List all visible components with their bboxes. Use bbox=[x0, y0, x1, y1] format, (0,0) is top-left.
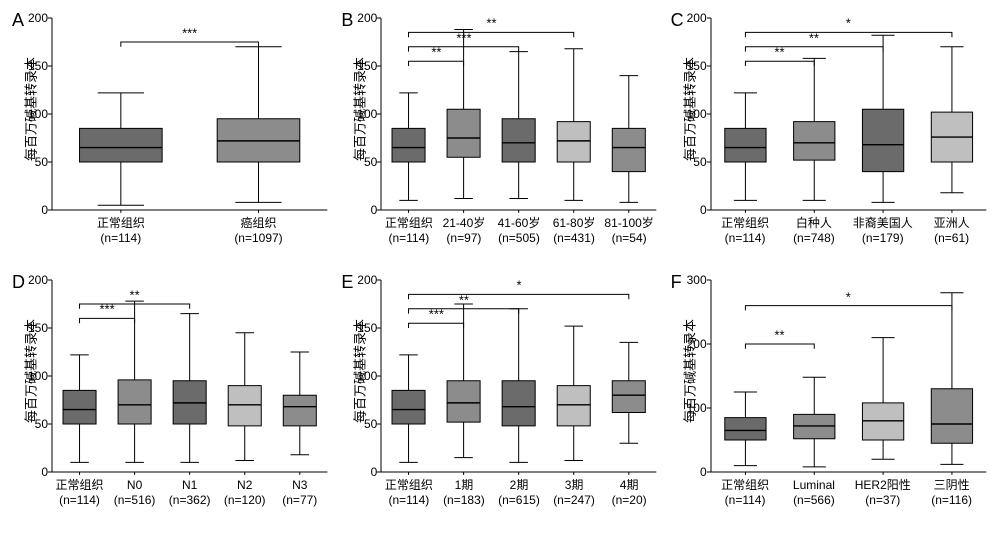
panel-C: C每百万碱基转录本050100150200*****正常组织(n=114)白种人… bbox=[667, 8, 992, 266]
panel-B: B每百万碱基转录本050100150200*******正常组织(n=114)2… bbox=[337, 8, 662, 266]
y-axis-title: 每百万碱基转录本 bbox=[351, 270, 367, 472]
x-tick-label: 癌组织(n=1097) bbox=[190, 214, 328, 266]
x-tick-label: 3期(n=247) bbox=[547, 476, 602, 528]
x-tick-label: 正常组织(n=114) bbox=[711, 476, 780, 528]
x-tick-label: 1期(n=183) bbox=[436, 476, 491, 528]
x-tick-label: Luminal(n=566) bbox=[780, 476, 849, 528]
plot-area: 050100150200***** bbox=[711, 18, 986, 210]
y-axis-title: 每百万碱基转录本 bbox=[22, 8, 38, 210]
boxplot-box bbox=[392, 128, 425, 162]
x-tick-label: N2(n=120) bbox=[217, 476, 272, 528]
x-tick-label: N3(n=77) bbox=[272, 476, 327, 528]
x-tick-label: 白种人(n=748) bbox=[780, 214, 849, 266]
x-tick-label: N0(n=516) bbox=[107, 476, 162, 528]
x-tick-label: 61-80岁(n=431) bbox=[547, 214, 602, 266]
boxplot-box bbox=[724, 128, 765, 162]
x-tick-label: 正常组织(n=114) bbox=[381, 476, 436, 528]
boxplot-box bbox=[118, 380, 151, 424]
boxplot-box bbox=[793, 122, 834, 160]
x-tick-label: 亚洲人(n=61) bbox=[917, 214, 986, 266]
boxplot-box bbox=[613, 381, 646, 413]
x-tick-label: 41-60岁(n=505) bbox=[491, 214, 546, 266]
x-tick-label: 正常组织(n=114) bbox=[52, 214, 190, 266]
boxplot-box bbox=[931, 389, 972, 443]
x-tick-label: 正常组织(n=114) bbox=[52, 476, 107, 528]
y-tick-label: 0 bbox=[371, 465, 378, 479]
x-tick-label: HER2阳性(n=37) bbox=[848, 476, 917, 528]
chart-grid: A每百万碱基转录本050100150200***正常组织(n=114)癌组织(n… bbox=[0, 0, 1000, 536]
y-tick-label: 0 bbox=[700, 203, 707, 217]
boxplot-box bbox=[558, 122, 591, 162]
panel-F: F每百万碱基转录本0100200300***正常组织(n=114)Luminal… bbox=[667, 270, 992, 528]
y-tick-label: 0 bbox=[41, 203, 48, 217]
x-tick-label: 非裔美国人(n=179) bbox=[848, 214, 917, 266]
x-tick-label: 81-100岁(n=54) bbox=[602, 214, 657, 266]
x-tick-label: 正常组织(n=114) bbox=[381, 214, 436, 266]
boxplot-box bbox=[80, 128, 163, 162]
plot-area: 0100200300*** bbox=[711, 280, 986, 472]
boxplot-box bbox=[558, 386, 591, 426]
y-tick-label: 0 bbox=[41, 465, 48, 479]
x-axis-labels: 正常组织(n=114)癌组织(n=1097) bbox=[52, 214, 327, 266]
boxplot-box bbox=[613, 128, 646, 171]
x-tick-label: 2期(n=615) bbox=[491, 476, 546, 528]
x-tick-label: N1(n=362) bbox=[162, 476, 217, 528]
y-axis-title: 每百万碱基转录本 bbox=[681, 8, 697, 210]
plot-area: 050100150200*** bbox=[52, 18, 327, 210]
plot-area: 050100150200****** bbox=[381, 280, 656, 472]
y-axis-title: 每百万碱基转录本 bbox=[681, 270, 697, 472]
x-tick-label: 21-40岁(n=97) bbox=[436, 214, 491, 266]
boxplot-box bbox=[447, 109, 480, 157]
boxplot-box bbox=[392, 390, 425, 424]
y-axis-title: 每百万碱基转录本 bbox=[351, 8, 367, 210]
plot-area: 050100150200******* bbox=[381, 18, 656, 210]
boxplot-box bbox=[63, 390, 96, 424]
x-axis-labels: 正常组织(n=114)白种人(n=748)非裔美国人(n=179)亚洲人(n=6… bbox=[711, 214, 986, 266]
boxplot-box bbox=[447, 381, 480, 422]
x-axis-labels: 正常组织(n=114)Luminal(n=566)HER2阳性(n=37)三阴性… bbox=[711, 476, 986, 528]
x-axis-labels: 正常组织(n=114)1期(n=183)2期(n=615)3期(n=247)4期… bbox=[381, 476, 656, 528]
boxplot-box bbox=[502, 381, 535, 426]
panel-A: A每百万碱基转录本050100150200***正常组织(n=114)癌组织(n… bbox=[8, 8, 333, 266]
panel-D: D每百万碱基转录本050100150200*****正常组织(n=114)N0(… bbox=[8, 270, 333, 528]
x-axis-labels: 正常组织(n=114)N0(n=516)N1(n=362)N2(n=120)N3… bbox=[52, 476, 327, 528]
y-axis-title: 每百万碱基转录本 bbox=[22, 270, 38, 472]
y-tick-label: 0 bbox=[700, 465, 707, 479]
x-axis-labels: 正常组织(n=114)21-40岁(n=97)41-60岁(n=505)61-8… bbox=[381, 214, 656, 266]
x-tick-label: 正常组织(n=114) bbox=[711, 214, 780, 266]
x-tick-label: 4期(n=20) bbox=[602, 476, 657, 528]
x-tick-label: 三阴性(n=116) bbox=[917, 476, 986, 528]
boxplot-box bbox=[228, 386, 261, 426]
boxplot-box bbox=[724, 418, 765, 440]
boxplot-box bbox=[862, 109, 903, 171]
panel-E: E每百万碱基转录本050100150200******正常组织(n=114)1期… bbox=[337, 270, 662, 528]
boxplot-box bbox=[283, 395, 316, 426]
y-tick-label: 0 bbox=[371, 203, 378, 217]
boxplot-box bbox=[502, 119, 535, 162]
plot-area: 050100150200***** bbox=[52, 280, 327, 472]
